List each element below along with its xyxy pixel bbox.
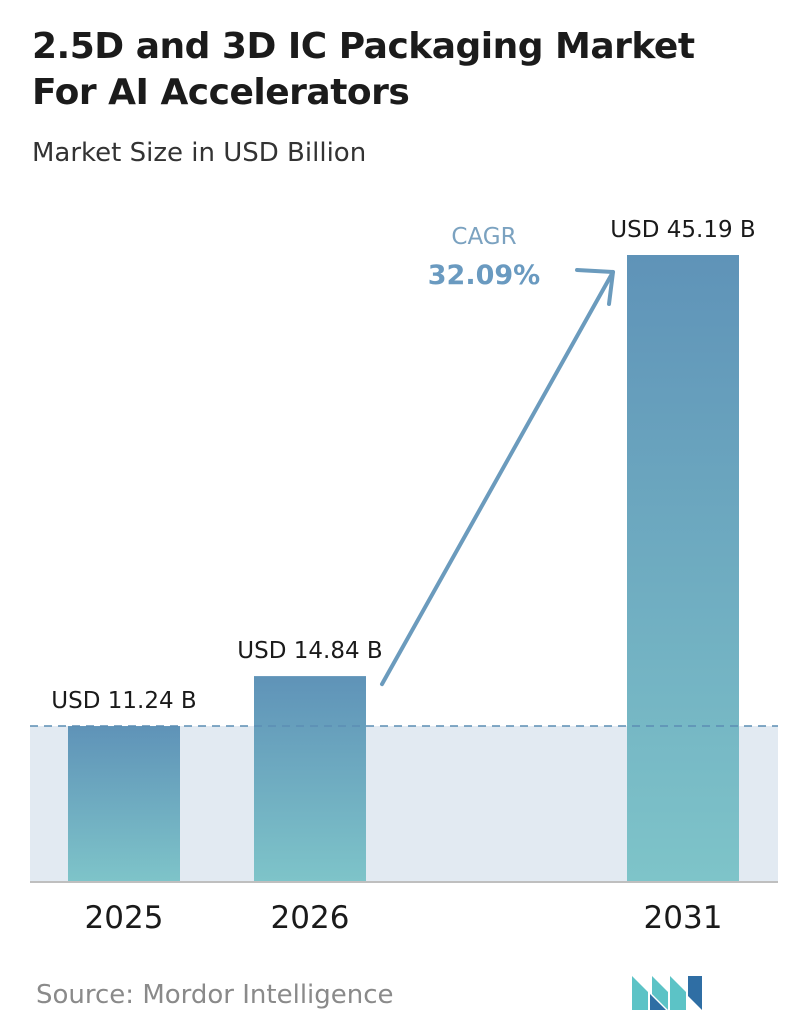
x-tick-label-2026: 2026: [271, 900, 350, 936]
x-tick-label-2025: 2025: [85, 900, 164, 936]
bar-2026: [254, 676, 366, 882]
bar-2031: [627, 255, 739, 882]
bar-chart: USD 11.24 B USD 14.84 B USD 45.19 B 2025 202…: [30, 217, 778, 936]
cagr-arrow-line: [380, 270, 615, 687]
mordor-intelligence-logo-icon: [632, 976, 702, 1010]
value-label-2031: USD 45.19 B: [610, 217, 755, 243]
x-tick-label-2031: 2031: [644, 900, 723, 936]
chart-title-line-1: 2.5D and 3D IC Packaging Market: [32, 26, 695, 67]
cagr-label: CAGR: [451, 224, 516, 250]
value-label-2026: USD 14.84 B: [237, 638, 382, 664]
chart-title: 2.5D and 3D IC Packaging Market For AI A…: [32, 24, 772, 116]
bar-2025: [68, 726, 180, 882]
source-note: Source: Mordor Intelligence: [36, 980, 394, 1010]
cagr-arrow-head: [575, 268, 615, 306]
chart-subtitle: Market Size in USD Billion: [32, 138, 367, 168]
chart-title-line-2: For AI Accelerators: [32, 72, 410, 113]
cagr-value: 32.09%: [428, 260, 540, 291]
value-label-2025: USD 11.24 B: [51, 688, 196, 714]
